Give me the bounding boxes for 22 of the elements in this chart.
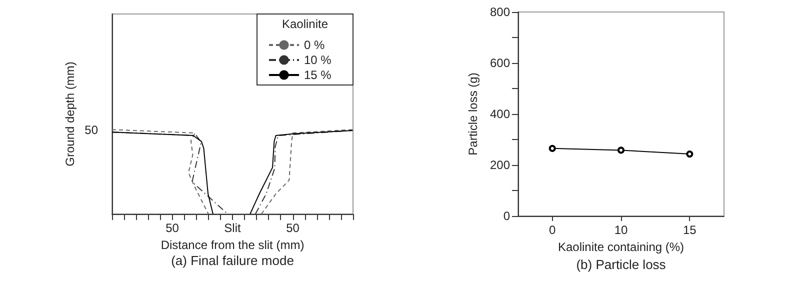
x-axis-title: Distance from the slit (mm) bbox=[160, 238, 304, 252]
x-axis-title: Kaolinite containing (%) bbox=[558, 240, 684, 254]
y-axis-title: Particle loss (g) bbox=[466, 72, 480, 156]
y-tick-label: 0 bbox=[503, 209, 510, 223]
text: 50 bbox=[84, 123, 98, 137]
text: (b) Particle loss bbox=[576, 257, 666, 272]
y-tick-label: 600 bbox=[490, 56, 510, 70]
y-tick-label: 200 bbox=[490, 158, 510, 172]
x-tick-label: 0 bbox=[548, 223, 556, 237]
x-tick-label: Slit bbox=[224, 221, 242, 235]
legend-label: 0 % bbox=[304, 38, 326, 52]
x-tick-label: 50 bbox=[286, 221, 300, 235]
text: (a) Final failure mode bbox=[171, 253, 294, 268]
legend-label: 15 % bbox=[304, 68, 332, 82]
y-tick-label: 400 bbox=[490, 107, 510, 121]
y-axis-title: Ground depth (mm) bbox=[63, 62, 77, 166]
legend-title: Kaolinite bbox=[282, 17, 328, 31]
y-tick-label: 800 bbox=[490, 5, 510, 19]
x-tick-label: 50 bbox=[166, 221, 180, 235]
legend-label: 10 % bbox=[304, 53, 332, 67]
x-tick-label: 10 bbox=[614, 223, 628, 237]
x-tick-label: 15 bbox=[682, 223, 697, 237]
